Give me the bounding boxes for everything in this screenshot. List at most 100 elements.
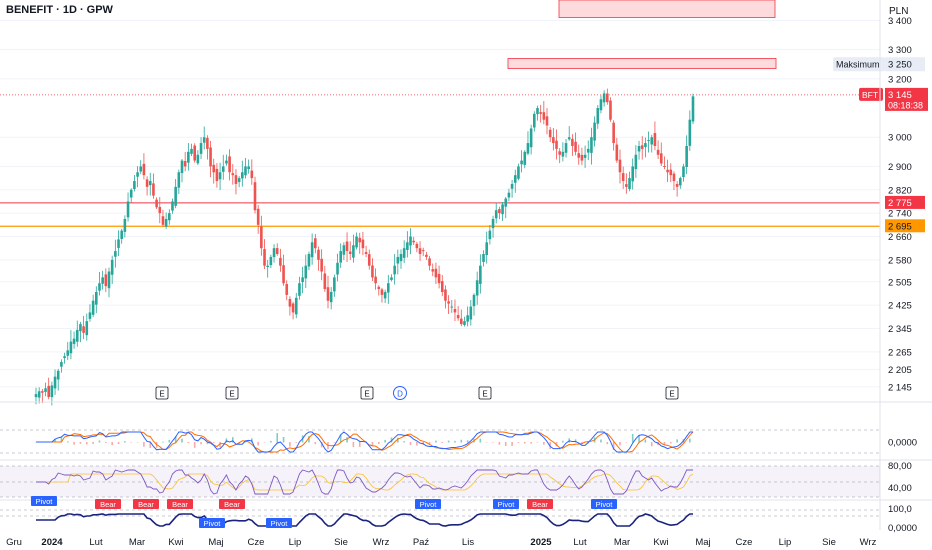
candle-body-6	[53, 376, 57, 389]
candle-body-10	[66, 350, 70, 356]
macd-histogram-bar	[105, 442, 107, 443]
earnings-marker: E	[229, 390, 234, 399]
earnings-marker-bg	[360, 386, 374, 400]
candle-body-1	[37, 391, 41, 398]
macd-histogram-bar	[485, 442, 488, 443]
candle-body-80	[288, 298, 292, 307]
macd-histogram-bar	[346, 437, 348, 443]
level-value-bg-2	[885, 195, 925, 209]
candle-body-4	[47, 385, 50, 398]
macd-histogram-bar	[536, 442, 539, 443]
candle-body-56	[212, 164, 216, 173]
candle-body-24	[110, 259, 114, 275]
candle-body-74	[269, 256, 273, 266]
candle-body-116	[402, 248, 406, 258]
macd-histogram-bar	[600, 439, 602, 443]
macd-histogram-bar	[295, 442, 298, 443]
macd-histogram-bar	[289, 442, 291, 447]
candle-body-101	[355, 236, 358, 248]
candle-body-76	[275, 248, 279, 255]
earnings-marker-bg	[665, 386, 679, 400]
candle-body-23	[107, 271, 111, 289]
candle-body-22	[104, 274, 108, 287]
candle-body-92	[326, 287, 330, 301]
candle-body-162	[548, 129, 552, 138]
candle-body-93	[329, 291, 333, 303]
macd-histogram-bar	[441, 442, 444, 443]
macd-histogram-bar	[352, 442, 355, 448]
y-tick-label: 2 205	[888, 365, 912, 376]
macd-histogram-bar	[669, 442, 672, 444]
macd-histogram-bar	[517, 442, 520, 443]
candle-body-69	[253, 182, 257, 211]
candle-body-39	[158, 206, 162, 214]
candle-body-149	[507, 192, 511, 198]
candle-body-167	[564, 143, 568, 153]
candle-body-122	[421, 250, 425, 252]
macd-histogram-bar	[117, 442, 120, 445]
candle-body-146	[498, 209, 501, 214]
earnings-marker-bg	[225, 386, 239, 400]
macd-histogram-bar	[73, 442, 75, 445]
macd-histogram-bar	[612, 442, 615, 450]
earnings-marker: E	[669, 390, 674, 399]
candle-body-31	[133, 181, 136, 190]
candle-body-35	[145, 179, 149, 187]
candle-body-107	[374, 276, 377, 284]
candle-body-187	[628, 178, 631, 190]
candle-body-190	[637, 145, 641, 152]
candle-body-166	[561, 151, 565, 157]
candle-body-153	[520, 160, 523, 165]
candle-body-58	[218, 172, 222, 180]
macd-histogram-bar	[200, 442, 202, 445]
y-tick-label: 3 300	[888, 45, 912, 56]
x-tick-label: Maj	[695, 537, 710, 548]
candle-body-99	[348, 251, 352, 255]
macd-histogram-bar	[60, 437, 63, 443]
macd-histogram-bar	[162, 441, 164, 443]
bear-signal-label: Bear	[224, 500, 240, 509]
macd-histogram-bar	[511, 442, 513, 446]
candle-body-81	[291, 303, 295, 313]
candle-body-91	[323, 273, 327, 290]
candle-body-131	[450, 306, 454, 308]
y-tick-label: 2 505	[888, 277, 912, 288]
level-value-bg-3	[885, 219, 925, 233]
macd-histogram-bar	[377, 442, 380, 445]
candle-body-7	[56, 370, 60, 380]
candle-body-79	[285, 284, 289, 295]
candle-body-174	[586, 148, 590, 153]
candle-body-98	[345, 241, 349, 252]
candle-body-86	[307, 254, 311, 267]
candle-body-133	[456, 315, 460, 319]
macd-histogram-bar	[644, 439, 647, 443]
y-tick-label: 3 200	[888, 74, 912, 85]
x-tick-label: Gru	[6, 537, 22, 548]
candle-body-44	[174, 186, 177, 206]
earnings-marker: E	[482, 390, 487, 399]
candle-body-94	[333, 277, 336, 292]
x-tick-label: Wrz	[860, 537, 877, 548]
candle-body-100	[352, 245, 355, 258]
macd-histogram-bar	[371, 442, 374, 447]
candle-body-34	[142, 163, 146, 176]
candle-body-156	[529, 128, 533, 148]
x-tick-label: Lut	[89, 537, 103, 548]
signal-label-bg	[266, 518, 292, 528]
macd-histogram-bar	[625, 442, 628, 443]
candle-body-63	[234, 175, 238, 184]
x-tick-label: 2024	[41, 537, 63, 548]
candle-body-127	[437, 273, 441, 284]
signal-label-bg	[493, 499, 519, 509]
candle-body-75	[272, 248, 276, 258]
candle-body-110	[383, 291, 387, 299]
y-tick-label: 2 820	[888, 185, 912, 196]
x-tick-label: Mar	[129, 537, 145, 548]
candle-body-134	[460, 318, 463, 325]
macd-histogram-bar	[562, 440, 564, 443]
pivot-signal-label: Pivot	[498, 500, 516, 509]
candle-body-64	[237, 178, 241, 182]
candle-body-137	[469, 306, 473, 320]
candle-body-102	[358, 237, 362, 243]
